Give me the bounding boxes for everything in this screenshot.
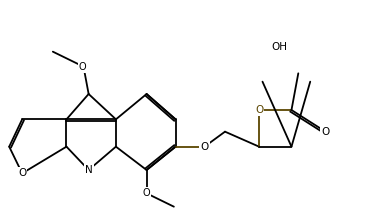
Text: O: O [18,168,26,178]
Text: O: O [79,62,86,72]
Text: N: N [85,165,93,175]
Text: O: O [143,188,150,198]
Text: O: O [321,127,330,137]
Text: O: O [255,105,263,115]
Text: O: O [200,142,208,152]
Text: OH: OH [272,42,288,52]
